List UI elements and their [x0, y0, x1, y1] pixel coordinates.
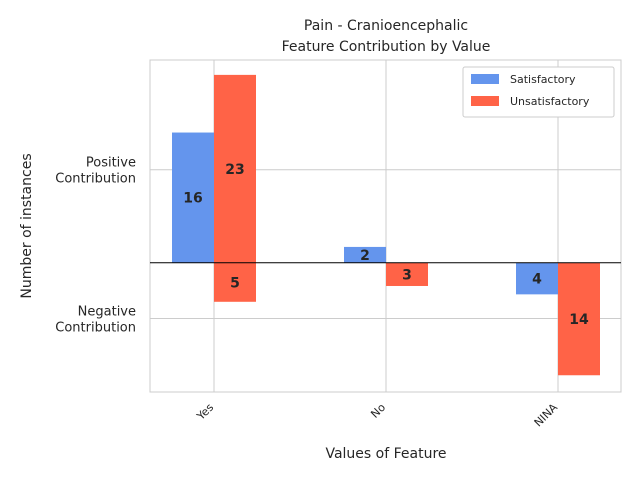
chart-subtitle: Feature Contribution by Value [282, 39, 491, 55]
bar-satisfactory-nina [516, 262, 558, 295]
x-tick-label-nina: NINA [532, 401, 561, 430]
legend-label-satisfactory: Satisfactory [510, 73, 576, 86]
data-label-unsatisfactory-no: 3 [402, 267, 412, 283]
x-tick-label-no: No [368, 401, 388, 421]
data-label-unsatisfactory-yes: 23 [225, 162, 244, 178]
y-tick-label-1-line-0: Negative [78, 305, 136, 320]
data-label-unsatisfactory-nina: 14 [569, 312, 589, 328]
legend-swatch-satisfactory [471, 74, 499, 84]
bar-satisfactory-yes [172, 132, 214, 263]
bar-unsatisfactory-yes-negative [214, 262, 256, 302]
data-label-satisfactory-nina: 4 [532, 272, 542, 288]
y-tick-label-0-line-1: Contribution [55, 172, 136, 187]
legend-swatch-unsatisfactory [471, 96, 499, 106]
y-axis-label: Number of instances [19, 153, 35, 298]
legend-box [462, 66, 615, 118]
chart-title: Pain - Cranioencephalic [304, 18, 468, 34]
y-tick-label-1-line-1: Contribution [55, 321, 136, 336]
bar-satisfactory-no [344, 246, 386, 263]
data-label-satisfactory-yes: 16 [183, 191, 202, 207]
legend-label-unsatisfactory: Unsatisfactory [510, 95, 590, 108]
y-tick-label-0-line-0: Positive [86, 156, 136, 171]
data-label-unsatisfactory-yes-negative: 5 [230, 275, 240, 291]
x-tick-labels: Yes No NINA [194, 401, 561, 430]
data-label-satisfactory-no: 2 [360, 248, 370, 264]
bars [172, 74, 600, 376]
x-tick-label-yes: Yes [194, 401, 217, 424]
bar-unsatisfactory-nina [558, 262, 600, 376]
data-labels: 16 2 4 23 3 14 5 [183, 162, 589, 328]
x-axis-label: Values of Feature [325, 446, 446, 462]
bar-unsatisfactory-no [386, 262, 428, 286]
bar-unsatisfactory-yes [214, 74, 256, 263]
legend: Satisfactory Unsatisfactory [462, 66, 615, 118]
